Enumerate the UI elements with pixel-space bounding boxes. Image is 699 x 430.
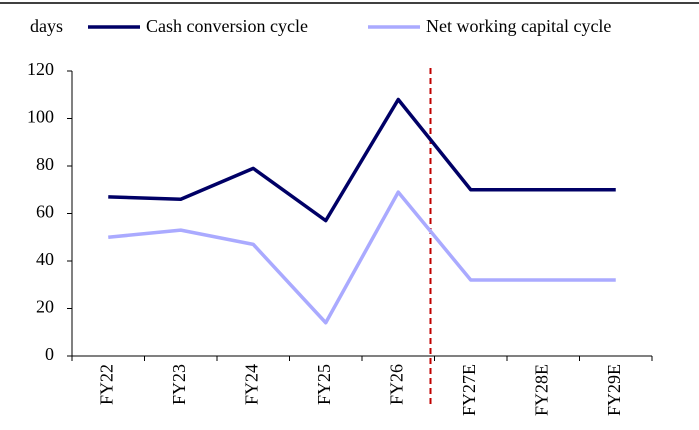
x-tick-label: FY27E bbox=[459, 364, 479, 416]
legend-label: Cash conversion cycle bbox=[146, 16, 308, 36]
y-tick-label: 60 bbox=[36, 202, 54, 222]
y-tick-label: 40 bbox=[36, 249, 54, 269]
x-tick-label: FY28E bbox=[531, 364, 551, 416]
y-tick-label: 80 bbox=[36, 154, 54, 174]
x-tick-label: FY23 bbox=[169, 364, 189, 405]
series-line bbox=[108, 97, 616, 223]
x-tick-label: FY24 bbox=[241, 364, 261, 405]
x-tick-label: FY26 bbox=[386, 364, 406, 405]
y-tick-label: 120 bbox=[27, 59, 54, 79]
y-tick-label: 20 bbox=[36, 297, 54, 317]
y-tick-label: 100 bbox=[27, 107, 54, 127]
x-tick-label: FY29E bbox=[604, 364, 624, 416]
x-tick-label: FY22 bbox=[96, 364, 116, 405]
series-line bbox=[108, 190, 616, 325]
y-axis-label: days bbox=[30, 16, 63, 36]
legend-label: Net working capital cycle bbox=[426, 16, 611, 36]
y-tick-label: 0 bbox=[45, 344, 54, 364]
x-tick-label: FY25 bbox=[314, 364, 334, 405]
